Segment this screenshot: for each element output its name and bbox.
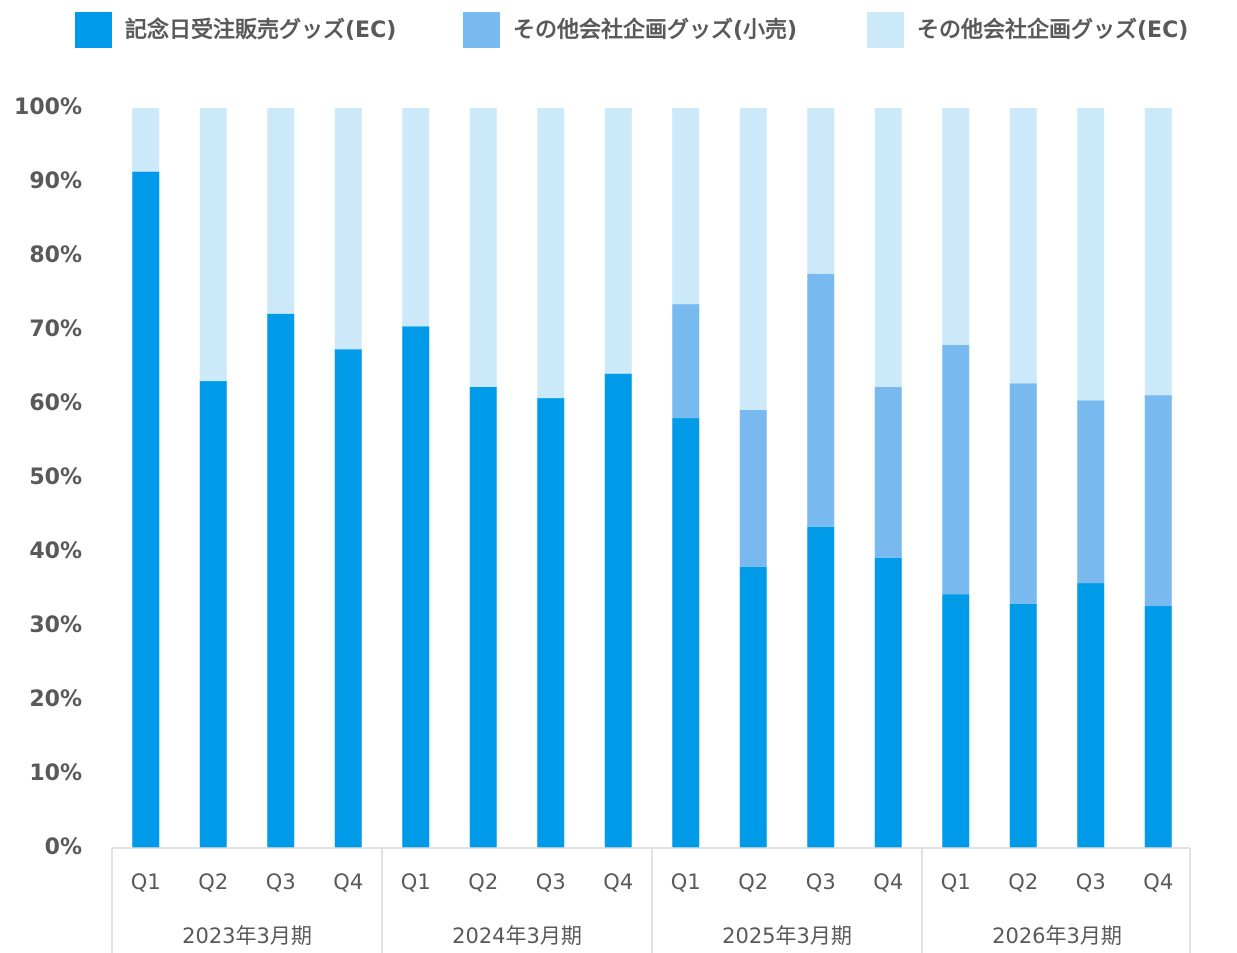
bar-segment: [672, 108, 700, 305]
bar-segment: [874, 108, 902, 387]
x-tick-label: Q4: [1143, 870, 1173, 894]
bar-segment: [604, 373, 632, 848]
bar-segment: [334, 108, 362, 350]
group-label: 2024年3月期: [452, 924, 582, 948]
bar-segment: [1077, 108, 1105, 401]
x-tick-label: Q1: [671, 870, 701, 894]
legend-label: その他会社企画グッズ(EC): [917, 17, 1188, 43]
x-tick-label: Q4: [873, 870, 903, 894]
bar-segment: [402, 326, 430, 848]
bar-segment: [874, 386, 902, 558]
bar-segment: [874, 557, 902, 848]
bar-segment: [739, 566, 767, 848]
bar-segment: [132, 171, 160, 848]
legend-swatch: [75, 12, 112, 48]
bar-segment: [1077, 583, 1105, 848]
bar-segment: [1144, 395, 1172, 607]
bar-segment: [942, 594, 970, 848]
x-tick-label: Q3: [806, 870, 836, 894]
bar-segment: [807, 526, 835, 848]
x-tick-label: Q2: [1008, 870, 1038, 894]
group-label: 2023年3月期: [182, 924, 312, 948]
bar-segment: [942, 344, 970, 595]
bar-segment: [604, 108, 632, 374]
bar-segment: [672, 418, 700, 848]
y-tick-label: 80%: [29, 243, 82, 268]
x-tick-label: Q1: [941, 870, 971, 894]
bar-segment: [267, 108, 295, 314]
bar-segment: [1009, 108, 1037, 384]
x-tick-label: Q1: [131, 870, 161, 894]
bar-segment: [1009, 383, 1037, 604]
y-tick-label: 30%: [29, 613, 82, 638]
y-tick-label: 40%: [29, 539, 82, 564]
x-tick-label: Q3: [536, 870, 566, 894]
x-tick-label: Q3: [266, 870, 296, 894]
bar-segment: [739, 108, 767, 410]
bar-segment: [537, 398, 565, 848]
group-label: 2026年3月期: [992, 924, 1122, 948]
bar-segment: [1144, 606, 1172, 848]
bar-segment: [199, 381, 227, 848]
y-tick-label: 20%: [29, 687, 82, 712]
y-tick-label: 60%: [29, 391, 82, 416]
bar-segment: [1144, 108, 1172, 396]
bar-segment: [199, 108, 227, 382]
legend-label: 記念日受注販売グッズ(EC): [125, 17, 396, 43]
y-tick-label: 50%: [29, 465, 82, 490]
bar-segment: [469, 386, 497, 848]
bar-segment: [334, 349, 362, 848]
bar-segment: [807, 108, 835, 274]
legend-label: その他会社企画グッズ(小売): [513, 17, 797, 43]
bar-segment: [1009, 603, 1037, 848]
x-tick-label: Q4: [333, 870, 363, 894]
y-tick-label: 70%: [29, 317, 82, 342]
x-tick-label: Q2: [198, 870, 228, 894]
legend-swatch: [867, 12, 904, 48]
group-label: 2025年3月期: [722, 924, 852, 948]
bar-segment: [1077, 400, 1105, 584]
y-tick-label: 10%: [29, 761, 82, 786]
bar-segment: [537, 108, 565, 399]
x-tick-label: Q1: [401, 870, 431, 894]
x-tick-label: Q3: [1076, 870, 1106, 894]
bar-segment: [267, 313, 295, 849]
bar-segment: [402, 108, 430, 327]
y-tick-label: 90%: [29, 169, 82, 194]
bar-segment: [807, 273, 835, 527]
x-tick-label: Q2: [738, 870, 768, 894]
bar-segment: [469, 108, 497, 387]
y-tick-label: 100%: [14, 95, 82, 120]
bar-segment: [132, 108, 160, 172]
y-tick-label: 0%: [45, 835, 82, 860]
x-tick-label: Q2: [468, 870, 498, 894]
bar-segment: [942, 108, 970, 345]
bar-segment: [739, 409, 767, 567]
bar-segment: [672, 304, 700, 419]
x-tick-label: Q4: [603, 870, 633, 894]
legend-swatch: [463, 12, 500, 48]
